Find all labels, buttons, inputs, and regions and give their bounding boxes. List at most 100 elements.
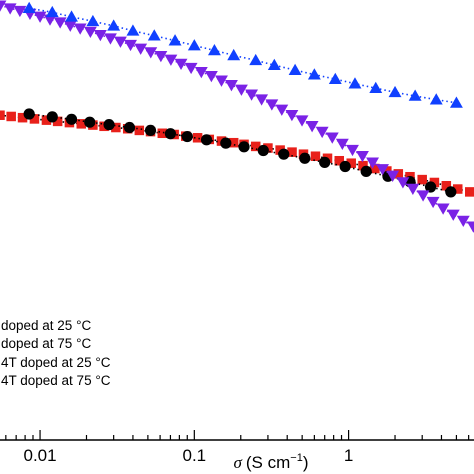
series-2-point [29,114,40,124]
series-1 [23,108,457,198]
series-4-point [33,11,47,23]
series-4-point [93,30,107,42]
series-3-point [65,10,78,22]
series-4-point [63,20,77,32]
series-4-point [406,183,420,196]
series-4-point [154,50,168,63]
series-3-point [147,29,161,41]
series-2-point [250,141,261,152]
series-2-point [17,112,28,123]
series-4-point [83,26,97,39]
x-axis-symbol: σ [234,453,243,472]
series-3-point [307,68,321,80]
series-3-point [429,93,443,105]
series-2-point [393,169,404,179]
series-3-point [288,63,302,75]
legend-label-2: doped at 75 °C [1,336,91,351]
series-4-point [356,150,369,163]
series-4-point [224,80,238,92]
series-1-point [319,156,331,168]
series-1-point [144,124,157,136]
series-4-point [134,43,148,55]
series-4-point [325,132,339,144]
series-3-point [168,34,182,46]
series-3-point [86,14,100,27]
series-4-point [234,84,248,96]
legend-label-4: 4T doped at 75 °C [1,373,111,388]
series-2-point [52,116,63,127]
series-2-point [0,110,5,120]
series-3-point [369,81,383,93]
x-tick-label: 1 [344,446,353,465]
series-2-point [441,181,452,191]
series-3-point [126,24,140,36]
series-1-point [424,181,437,193]
x-axis-title: σ (S cm−1) [234,452,309,472]
series-2-point [370,163,380,174]
series-4-point [285,109,299,122]
series-4-point [204,71,218,83]
series-4-point [456,215,470,228]
series-1-point [103,119,115,131]
series-1-point [220,137,232,149]
series-2-point [157,128,168,139]
series-2-point [41,115,52,125]
series-4-point [315,126,329,139]
series-1-point [445,186,457,198]
series-3-point [22,1,36,14]
series-1-point [46,111,58,123]
series-2-point [464,187,474,197]
series-2-point [6,111,16,122]
series-3-point [348,77,362,89]
series-4-point [0,0,7,12]
series-1-point [181,130,193,143]
series-4-point [255,94,269,106]
x-axis-close: ) [303,453,309,472]
series-1-point [84,116,96,128]
series-3-point [267,58,281,71]
x-axis-exponent: −1 [290,452,303,464]
series-2-point [111,122,121,133]
series-1-point [360,165,372,177]
series-2-point [358,160,368,171]
legend-label-3: 4T doped at 25 °C [1,355,111,370]
series-2-point [134,125,145,136]
series-4-point [174,58,188,71]
series-4-point [215,75,228,87]
series-3-point [45,5,59,18]
series-4-point [305,121,319,133]
series-4-point [104,33,117,45]
series-4-point [53,17,67,29]
series-2-point [452,184,463,194]
series-1-point [278,148,290,160]
series-4-point [3,3,17,15]
x-axis-unit: (S cm [246,453,290,472]
series-4-point [466,221,474,233]
series-3 [22,1,463,108]
series-2-point [287,147,297,157]
x-tick-label: 0.01 [24,446,57,465]
series-1-point [339,160,351,173]
series-3-point [227,48,241,61]
series-4-point [366,157,379,169]
series-3-point [107,19,121,31]
series-4-point [43,14,57,26]
series-3-point [187,39,201,51]
series-2-point [192,133,203,143]
series-2-point [346,158,356,168]
series-1-point [257,144,269,157]
series-4-point [346,144,359,157]
series-4-point [184,62,198,75]
series-3-point [207,44,221,56]
series-1-point [200,134,213,146]
series-4-point [416,190,430,202]
series-3-point [408,89,422,101]
series-4-point [114,36,127,48]
series-1-point [164,128,177,140]
series-4-point [73,23,87,35]
series-3-point [328,72,342,84]
series-4-point [265,99,279,111]
series-4-point [386,170,400,182]
series-1-point [65,113,78,125]
